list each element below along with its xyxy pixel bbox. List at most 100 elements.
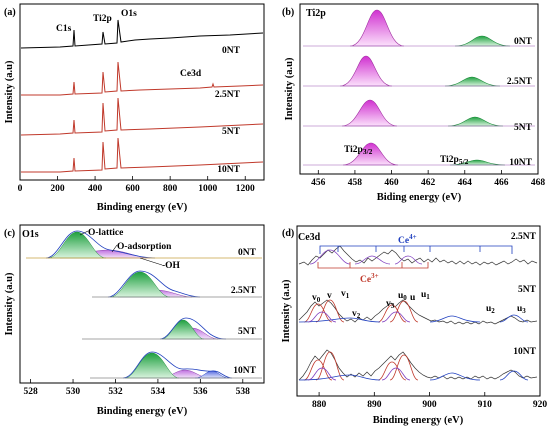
panel-a-annotations: C1s Ti2p O1s Ce3d 0NT 2.5NT 5NT 10NT (56, 9, 241, 175)
xtick-label: 1200 (236, 184, 255, 194)
xtick-label: 400 (88, 184, 103, 194)
panel-c-annotations: O-lattice O-adsorption -OH 0NT 2.5NT 5NT… (79, 228, 257, 376)
ti2p12-peak-10nt (449, 159, 506, 166)
envelope-2.5nt (107, 270, 201, 298)
panel-d-spectra (298, 245, 538, 381)
spectrum-10nt (21, 137, 264, 173)
panel-c-title: O1s (22, 229, 39, 240)
ce3-label: Ce3+ (360, 272, 379, 285)
panel-a: (a) C1s Ti2p O1s Ce3d 0NT 2.5NT 5NT 10NT… (4, 3, 265, 213)
ce3d-spectrum-2.5nt (298, 245, 538, 266)
xtick-label: 890 (367, 400, 382, 410)
ce3d-label: Ce3d (180, 69, 202, 79)
panel-d-frame (296, 225, 541, 397)
xtick-label: 466 (494, 178, 509, 188)
o-lattice-peak-10nt (124, 352, 180, 379)
ti2p32-label: Ti2p3/2 (344, 145, 373, 156)
panel-c-peaks (26, 230, 262, 379)
xtick-label: 464 (458, 178, 473, 188)
xtick-label: 910 (478, 400, 493, 410)
xtick-label: 460 (384, 178, 399, 188)
series-label-2.5nt: 2.5NT (511, 232, 537, 242)
panel-d-annotations: Ce4+ Ce3+ v0 v v1 v2 v3 u0 u u1 u2 u3 2.… (312, 232, 537, 357)
xtick-label: 1000 (198, 184, 217, 194)
ce3d-fit-purple-10nt (307, 367, 411, 381)
series-label-10nt: 10NT (513, 347, 536, 357)
v3-label: v3 (386, 299, 395, 310)
panel-d-label: (d) (282, 228, 294, 239)
panel-a-label: (a) (4, 7, 16, 18)
panel-b-ylabel: Intensity (a.u) (284, 57, 295, 121)
spectrum-0nt (20, 19, 264, 49)
xtick-label: 468 (531, 178, 546, 188)
panel-c-xticks: 528 530 532 534 536 538 (23, 379, 250, 397)
panel-a-xticks: 0 200 400 600 800 1000 1200 (18, 176, 255, 194)
ce3d-fit-blue-10nt (298, 370, 529, 381)
series-label-0nt: 0NT (514, 37, 533, 47)
o-lattice-peak-5nt (161, 319, 205, 340)
ce3-bracket (317, 262, 429, 269)
v0-label: v0 (312, 293, 321, 304)
ti2p12-peak-5nt (447, 116, 504, 127)
o-adsorption-leader (111, 244, 118, 253)
series-label-5nt: 5NT (518, 285, 537, 295)
panel-a-frame (19, 3, 265, 181)
panel-c: (c) O1s O-lattice (4, 224, 265, 417)
ce3d-fit-2.5nt (309, 249, 423, 265)
ti2p32-peak-0nt (349, 9, 405, 47)
panel-d-title: Ce3d (298, 232, 321, 243)
ce3d-fit-blue-5nt (298, 314, 529, 323)
spectrum-2.5nt (21, 61, 264, 96)
oh-peak-10nt (194, 370, 230, 379)
panel-b-xticks: 456 458 460 462 464 466 468 (311, 170, 545, 188)
ce4-label: Ce4+ (398, 233, 417, 246)
xtick-label: 536 (193, 387, 208, 397)
u0-label: u0 (398, 291, 407, 302)
series-label-2.5nt: 2.5NT (507, 77, 533, 87)
series-label-5nt: 5NT (238, 327, 257, 337)
ce4-bracket (319, 245, 513, 254)
panel-d-ylabel: Intensity (a.u) (281, 279, 292, 343)
xtick-label: 920 (533, 400, 548, 410)
panel-b-xlabel: Biding energy (eV) (377, 192, 462, 203)
envelope-5nt (159, 317, 227, 340)
series-label-2.5nt: 2.5NT (215, 90, 241, 100)
v-label: v (327, 291, 332, 301)
o-lattice-leader (79, 230, 89, 236)
u-label: u (410, 293, 416, 303)
panel-b-title: Ti2p (306, 8, 326, 19)
series-label-0nt: 0NT (238, 248, 257, 258)
u1-label: u1 (421, 290, 430, 301)
xtick-label: 530 (66, 387, 81, 397)
ti2p52-label: Ti2p5/2 (440, 155, 469, 166)
o-lattice-label: O-lattice (88, 228, 123, 238)
o-lattice-peak-0nt (47, 231, 107, 259)
xtick-label: 528 (23, 387, 38, 397)
v1-label: v1 (341, 289, 350, 300)
xtick-label: 462 (421, 178, 436, 188)
panel-b-annotations: 0NT 2.5NT 5NT 10NT Ti2p3/2 Ti2p5/2 (344, 37, 533, 168)
panel-c-xlabel: Binding energy (eV) (97, 406, 188, 417)
ce3d-fit-purple-5nt (307, 311, 411, 323)
panel-c-label: (c) (4, 228, 15, 239)
ce3d-fit-red-10nt (303, 351, 419, 381)
xtick-label: 534 (151, 387, 166, 397)
xtick-label: 880 (312, 400, 327, 410)
u2-label: u2 (486, 304, 495, 315)
xtick-label: 538 (236, 387, 251, 397)
xtick-label: 200 (50, 184, 65, 194)
oh-label: -OH (162, 261, 181, 271)
panel-d-xlabel: Binding energy (eV) (373, 415, 464, 426)
series-label-0nt: 0NT (222, 46, 241, 56)
panel-a-ylabel: Intensity (a.u) (4, 60, 15, 124)
panel-b-frame (299, 3, 539, 175)
panel-a-spectra (20, 19, 264, 173)
o-adsorption-label: O-adsorption (117, 242, 172, 252)
panel-a-xlabel: Binding energy (eV) (97, 202, 188, 213)
ce3d-spectrum-5nt (298, 299, 538, 325)
o1s-label: O1s (121, 9, 137, 19)
panel-b-label: (b) (282, 7, 294, 18)
panel-d: (d) Ce3d Ce4+ Ce3+ v0 v (281, 225, 548, 426)
series-label-5nt: 5NT (222, 127, 241, 137)
